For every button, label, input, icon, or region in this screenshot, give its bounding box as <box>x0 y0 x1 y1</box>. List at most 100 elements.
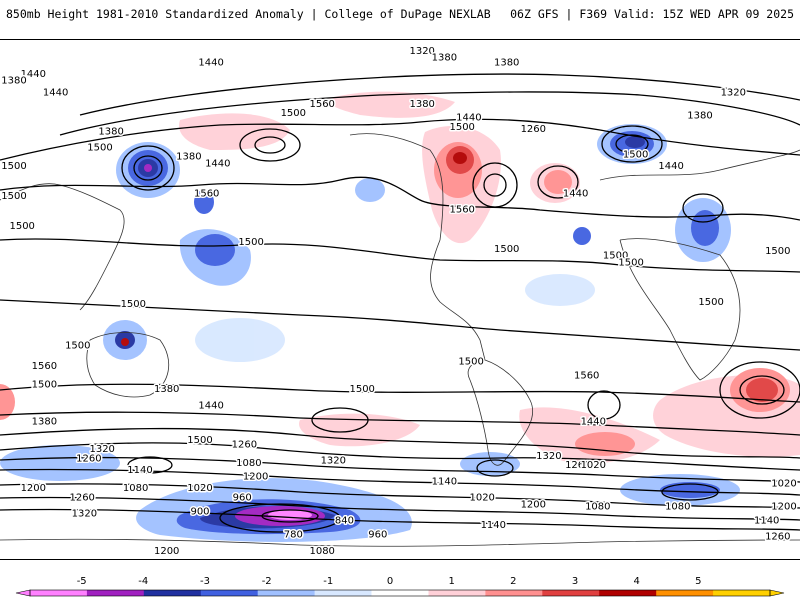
contour-label: 1500 <box>65 341 90 352</box>
contour-1380-south <box>0 442 800 471</box>
contour-label: 960 <box>368 529 387 540</box>
contour-1440-north <box>0 118 800 161</box>
colorbar-tick-label: 1 <box>449 576 455 587</box>
contour-1260-south <box>0 468 800 496</box>
contour-label: 1500 <box>1 191 26 202</box>
contour-label: 1260 <box>765 532 790 543</box>
contour-label: 1320 <box>321 456 346 467</box>
contour-1320-arctic <box>79 73 800 116</box>
contour-label: 960 <box>233 492 252 503</box>
contour-labels: 1320138014401440138013201440138015001380… <box>0 44 798 558</box>
contour-label: 1500 <box>187 435 212 446</box>
anomaly-high-south-pacific <box>299 413 420 447</box>
contour-label: 1500 <box>449 122 474 133</box>
anomaly-low-southern-west <box>0 445 120 481</box>
contour-label: 1500 <box>32 380 57 391</box>
contour-label: 1200 <box>154 546 179 557</box>
contour-label: 1200 <box>521 499 546 510</box>
contour-label: 1380 <box>32 417 57 428</box>
colorbar-tick-label: -2 <box>262 576 272 587</box>
contour-label: 1440 <box>563 189 588 200</box>
contour-high-south-indian <box>719 361 800 419</box>
contour-low-south-indian-deep <box>661 483 719 501</box>
anomaly-high-southern-ocean-inner <box>746 378 778 402</box>
contour-1560-north <box>0 238 800 273</box>
colorbar-segment <box>257 590 316 596</box>
colorbar-segment <box>143 590 202 596</box>
contour-low-nw-pacific-inner <box>133 155 163 181</box>
anomaly-high-north-atlantic-core <box>544 170 572 194</box>
contour-label: 1500 <box>458 357 483 368</box>
contour-label: 1080 <box>236 458 261 469</box>
contour-label: 1380 <box>432 53 457 64</box>
anomaly-map[interactable]: 1320 1380 1440 1440 1380 1320 1440 1380 1500 1380… <box>0 40 800 560</box>
contour-label: 840 <box>335 516 354 527</box>
contour-label: 1500 <box>494 244 519 255</box>
contour-label: 1080 <box>123 483 148 494</box>
contour-label: 1500 <box>603 251 628 262</box>
contour-label: 1500 <box>765 246 790 257</box>
contour-label: 1380 <box>687 110 712 121</box>
colorbar-tick-label: 4 <box>634 576 640 587</box>
anomaly-low-tropical-atlantic <box>525 274 595 306</box>
contour-label: 1500 <box>1 161 26 172</box>
contour-label: 1200 <box>21 483 46 494</box>
contour-label: 1560 <box>309 99 334 110</box>
contour-label: 1080 <box>585 502 610 513</box>
contour-label: 1440 <box>21 69 46 80</box>
colorbar-segment <box>86 590 145 596</box>
anomaly-low-europe-core <box>691 210 719 246</box>
coast-eurasia <box>599 149 800 181</box>
coast-north-america <box>349 133 486 361</box>
colorbar-segment <box>542 590 600 596</box>
contour-low-north-america-inner <box>483 173 507 197</box>
contour-label: 1320 <box>536 451 561 462</box>
contour-label: 1560 <box>194 189 219 200</box>
colorbar-segment <box>314 590 372 596</box>
contour-low-antarctic <box>219 503 341 533</box>
contour-label: 1380 <box>494 57 519 68</box>
contour-label: 1020 <box>771 479 796 490</box>
model-run-info: 06Z GFS | F369 Valid: 15Z WED APR 09 202… <box>510 7 794 21</box>
contour-label: 1140 <box>432 476 457 487</box>
coast-australia <box>86 332 169 398</box>
contour-low-antarctic-inner <box>261 509 319 523</box>
contour-label: 1260 <box>521 124 546 135</box>
anomaly-low-south-pacific-trop <box>195 318 285 362</box>
colorbar-segment <box>200 590 259 596</box>
contour-label: 1260 <box>76 453 101 464</box>
header: 850mb Height 1981-2010 Standardized Anom… <box>0 0 800 40</box>
contour-label: 1440 <box>658 161 683 172</box>
anomaly-low-nw-pacific-center <box>144 164 152 172</box>
contour-low-southern-west <box>127 456 173 474</box>
colorbar-bar <box>15 589 785 597</box>
contour-label: 1500 <box>623 149 648 160</box>
anomaly-low-scandinavia-inner <box>625 136 645 148</box>
contour-high-atlantic <box>537 165 579 199</box>
contour-1200-south <box>0 483 800 509</box>
contour-label: 1140 <box>127 465 152 476</box>
contour-high-alaska <box>239 128 301 162</box>
contour-label: 1440 <box>43 87 68 98</box>
contour-high-south-indian-inner <box>739 375 785 405</box>
contour-label: 1200 <box>243 472 268 483</box>
contour-low-europe <box>682 193 724 223</box>
colorbar-tick-label: -4 <box>138 576 148 587</box>
coast-south-america <box>467 359 534 466</box>
contour-label: 1440 <box>581 417 606 428</box>
contour-1560-south <box>0 383 800 403</box>
contour-label: 1020 <box>581 460 606 471</box>
anomaly-low-central-pacific-core <box>195 234 235 266</box>
coast-africa <box>619 238 741 381</box>
colorbar-segment <box>656 590 714 596</box>
contour-high-alaska-inner <box>254 136 286 154</box>
contour-1500-south <box>0 411 800 436</box>
contour-1080-south <box>0 508 800 531</box>
contour-low-north-america <box>472 162 518 208</box>
contour-label: 1500 <box>618 258 643 269</box>
contour-label: 1560 <box>32 361 57 372</box>
anomaly-low-south-indian-core <box>660 482 720 498</box>
colorbar-segment <box>485 590 543 596</box>
contour-label: 1380 <box>1 76 26 87</box>
colorbar-min-arrow <box>15 589 31 597</box>
